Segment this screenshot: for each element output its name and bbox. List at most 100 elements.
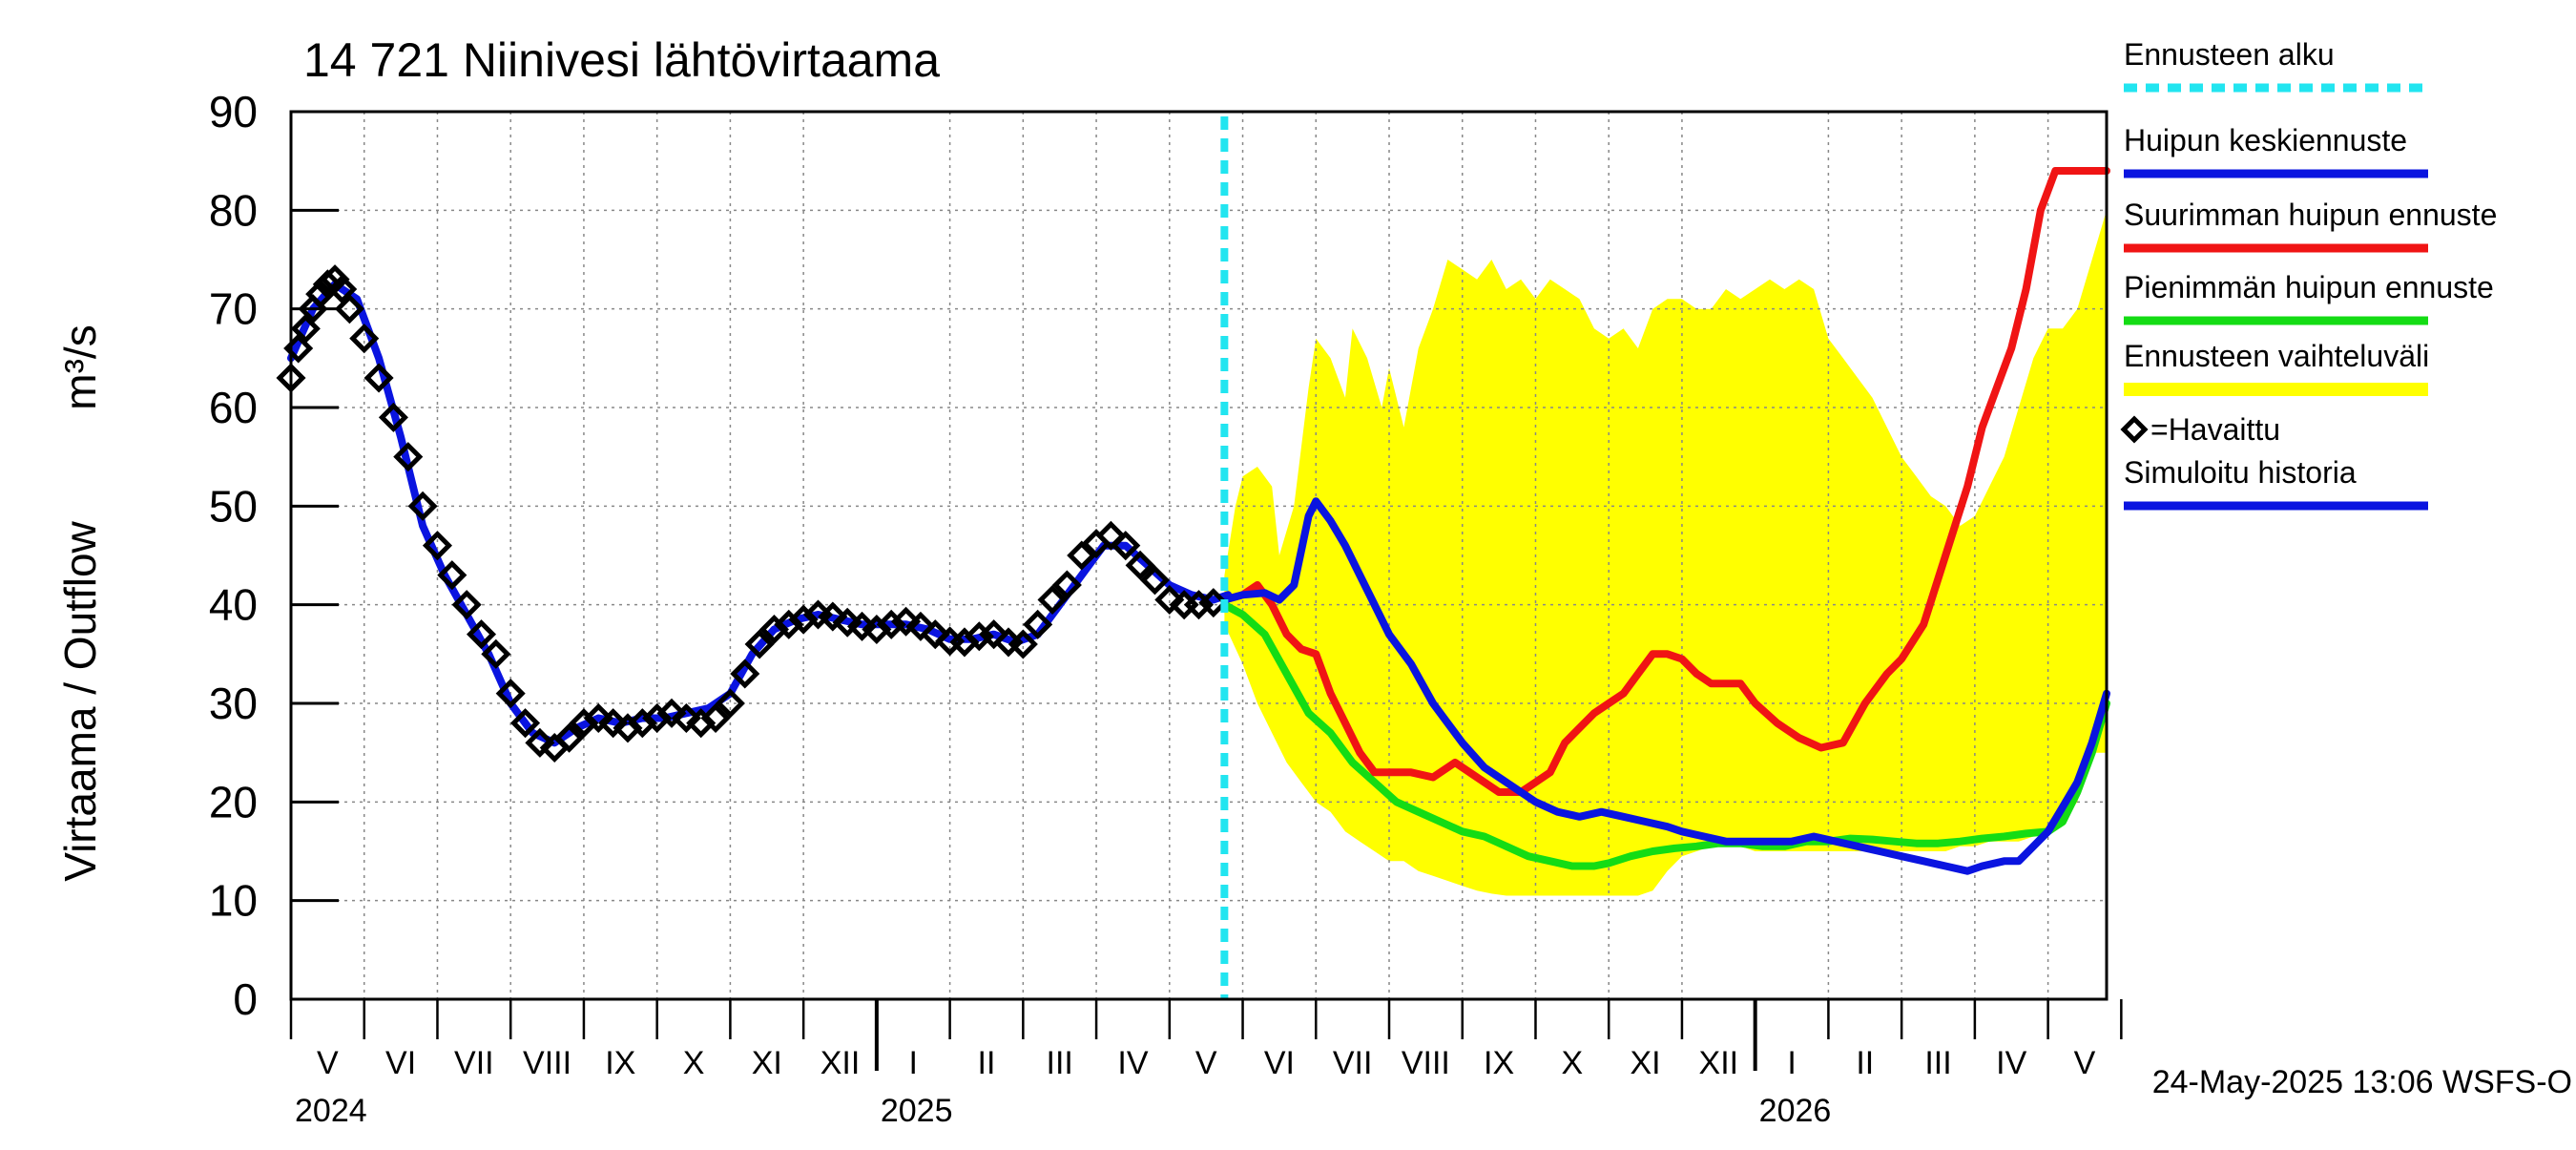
month-label: VII (454, 1045, 494, 1081)
observed-point (1111, 531, 1141, 561)
y-tick-label: 0 (233, 974, 258, 1024)
observed-point (305, 279, 336, 309)
month-label: VIII (1402, 1045, 1450, 1081)
month-label: XI (1631, 1045, 1661, 1081)
observed-point (1008, 629, 1038, 659)
month-label: XI (752, 1045, 782, 1081)
year-label: 2024 (295, 1093, 367, 1129)
year-label: 2026 (1759, 1093, 1832, 1129)
observed-point (730, 659, 760, 689)
y-tick-label: 90 (209, 87, 258, 136)
observed-point (1051, 570, 1082, 600)
observed-point (876, 609, 906, 639)
month-label: XII (821, 1045, 861, 1081)
observed-point (312, 269, 343, 300)
observed-point (583, 702, 613, 734)
month-label: VIII (523, 1045, 571, 1081)
month-label: IX (1484, 1045, 1514, 1081)
y-tick-label: 80 (209, 185, 258, 235)
month-label: V (2074, 1045, 2096, 1081)
observed-point (334, 294, 364, 324)
timestamp-label: 24-May-2025 13:06 WSFS-O (2152, 1064, 2572, 1100)
month-label: VI (385, 1045, 416, 1081)
observed-point (891, 606, 922, 637)
month-label: IV (1996, 1045, 2026, 1081)
month-label: V (317, 1045, 339, 1081)
legend-label: Simuloitu historia (2124, 455, 2357, 490)
mean-peak-forecast-line (1220, 497, 2110, 875)
observed-point (979, 619, 1009, 650)
legend-label: =Havaittu (2150, 412, 2280, 447)
legend-label: Huipun keskiennuste (2124, 123, 2407, 157)
observed-point (378, 402, 408, 432)
observed-point (715, 688, 745, 719)
legend-observed-marker (2120, 415, 2149, 444)
month-label: X (1561, 1045, 1583, 1081)
observed-point (744, 629, 775, 659)
observed-point (818, 601, 848, 632)
y-tick-label: 30 (209, 679, 258, 728)
observed-point (1125, 550, 1155, 580)
observed-point (920, 619, 950, 650)
observed-point (495, 679, 526, 709)
observed-point (349, 324, 380, 354)
month-label: IX (605, 1045, 635, 1081)
observed-point (656, 698, 687, 728)
month-label: X (683, 1045, 705, 1081)
month-label: II (1856, 1045, 1874, 1081)
legend-label: Ennusteen alku (2124, 37, 2335, 72)
y-tick-label: 40 (209, 580, 258, 630)
legend-label: Suurimman huipun ennuste (2124, 198, 2497, 232)
month-label: XII (1699, 1045, 1739, 1081)
observed-point (510, 708, 541, 739)
max-peak-forecast-line (1220, 167, 2110, 796)
y-axis-unit: m³/s (55, 324, 105, 409)
legend-label: Pienimmän huipun ennuste (2124, 270, 2494, 304)
observed-point (1139, 565, 1170, 596)
observed-point (1198, 588, 1229, 618)
observed-point (1067, 540, 1097, 571)
observed-point (1023, 609, 1053, 639)
y-tick-label: 70 (209, 284, 258, 334)
observed-point (364, 363, 394, 393)
legend: Ennusteen alku Huipun keskiennuste Suurimm… (2120, 37, 2497, 511)
observed-point (437, 560, 467, 591)
chart-title: 14 721 Niinivesi lähtövirtaama (303, 33, 940, 87)
plot-frame (289, 110, 2109, 1001)
month-label: VI (1264, 1045, 1295, 1081)
observed-point (700, 702, 731, 734)
month-label: VII (1333, 1045, 1373, 1081)
observed-point (422, 531, 453, 561)
observed-point (290, 313, 321, 344)
month-label: I (1787, 1045, 1796, 1081)
observed-point (554, 722, 585, 753)
month-label: V (1195, 1045, 1217, 1081)
legend-label: Ennusteen vaihteluväli (2124, 339, 2429, 373)
y-axis-label: Virtaama / Outflow (55, 520, 105, 881)
y-tick-label: 20 (209, 777, 258, 826)
observed-point (905, 611, 936, 641)
observed-point (393, 442, 424, 472)
month-label: IV (1117, 1045, 1148, 1081)
year-label: 2025 (881, 1093, 953, 1129)
observed-point (1037, 584, 1068, 616)
observed-point (598, 708, 629, 739)
y-tick-label: 10 (209, 876, 258, 926)
observed-point (525, 727, 555, 758)
observed-point (466, 619, 497, 650)
month-label: III (1047, 1045, 1073, 1081)
month-label: I (909, 1045, 918, 1081)
observed-point (1154, 584, 1185, 616)
y-tick-label: 60 (209, 383, 258, 432)
observed-point (1095, 520, 1126, 551)
observed-point (481, 638, 511, 669)
month-label: II (978, 1045, 996, 1081)
observed-point (407, 491, 438, 521)
y-tick-label: 50 (209, 481, 258, 531)
observed-point (327, 274, 358, 304)
observed-point (671, 702, 701, 734)
observed-point (451, 590, 482, 620)
